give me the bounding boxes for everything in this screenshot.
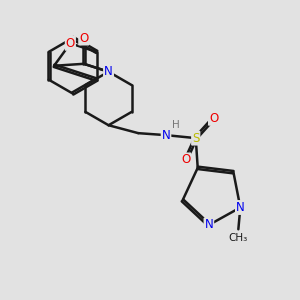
- Text: CH₃: CH₃: [229, 233, 248, 243]
- Text: O: O: [66, 37, 75, 50]
- Text: N: N: [236, 201, 245, 214]
- Text: O: O: [79, 32, 88, 44]
- Text: N: N: [104, 65, 113, 78]
- Text: O: O: [209, 112, 218, 125]
- Text: S: S: [192, 132, 200, 145]
- Text: N: N: [104, 65, 113, 78]
- Text: H: H: [172, 120, 180, 130]
- Text: N: N: [205, 218, 213, 232]
- Text: O: O: [181, 153, 190, 167]
- Text: N: N: [162, 129, 170, 142]
